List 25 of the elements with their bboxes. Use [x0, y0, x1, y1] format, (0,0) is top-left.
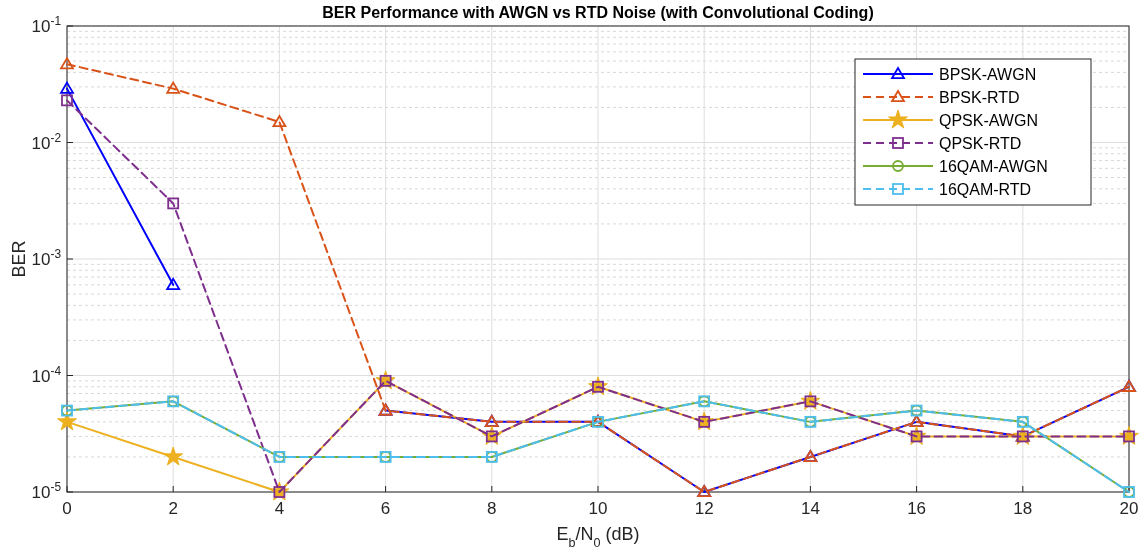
legend-label: BPSK-AWGN [939, 66, 1037, 83]
x-tick-label: 16 [907, 499, 927, 518]
y-tick-label: 10$^{-3}$ [31, 247, 62, 269]
x-tick-label: 2 [168, 499, 178, 518]
x-tick-label: 20 [1119, 499, 1139, 518]
y-tick-label: 10$^{-5}$ [31, 480, 62, 502]
x-tick-label: 14 [800, 499, 820, 518]
x-tick-label: 12 [694, 499, 714, 518]
legend-label: QPSK-AWGN [939, 112, 1038, 129]
x-tick-label: 18 [1013, 499, 1033, 518]
x-tick-label: 10 [588, 499, 608, 518]
x-tick-label: 4 [274, 499, 285, 518]
legend-label: QPSK-RTD [939, 135, 1022, 152]
x-tick-label: 6 [380, 499, 391, 518]
y-tick-label: 10$^{-1}$ [31, 14, 62, 36]
x-tick-label: 8 [487, 499, 497, 518]
legend-label: 16QAM-AWGN [939, 158, 1048, 175]
x-tick-label: 0 [62, 499, 72, 518]
legend-label: 16QAM-RTD [939, 181, 1032, 198]
y-tick-label: 10$^{-2}$ [31, 130, 62, 153]
y-axis-title: BER [9, 240, 29, 278]
legend-label: BPSK-RTD [939, 89, 1020, 106]
chart-title: BER Performance with AWGN vs RTD Noise (with Convolutional Coding) [322, 4, 874, 21]
y-tick-label: 10$^{-4}$ [31, 363, 62, 386]
x-axis-title: E$_{b}$/N$_{0}$ (dB) [556, 524, 640, 550]
